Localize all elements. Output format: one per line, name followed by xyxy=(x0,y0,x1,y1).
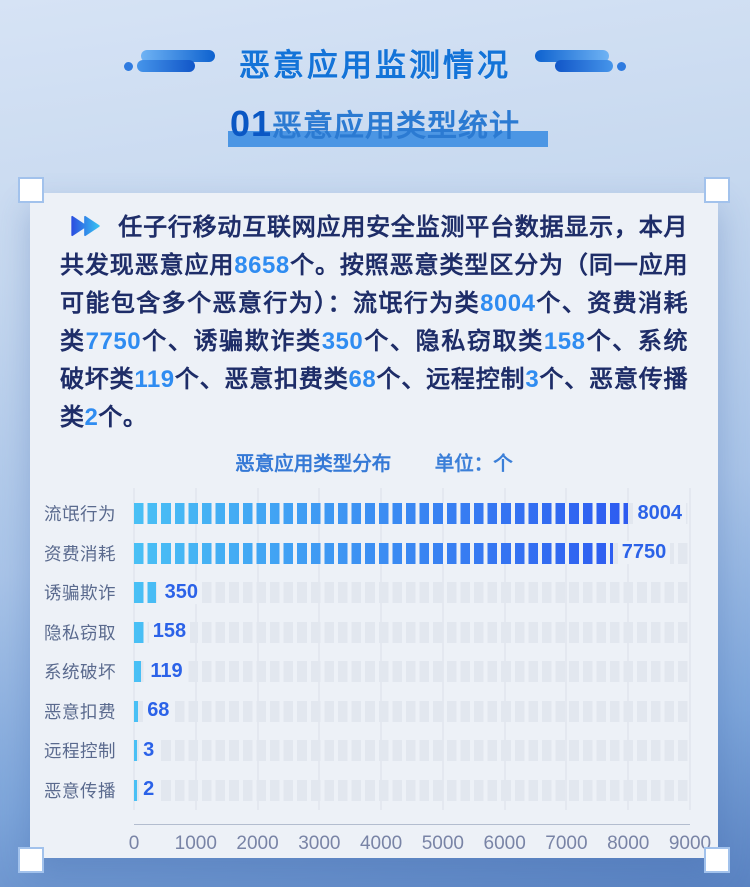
bar-fill xyxy=(134,779,137,801)
axis-tick-label: 0 xyxy=(128,833,140,854)
bar-value-label: 7750 xyxy=(617,541,671,565)
bar-fill xyxy=(134,700,139,722)
category-label: 诱骗欺诈 xyxy=(44,583,116,604)
corner-square xyxy=(18,847,44,873)
bar-value-label: 3 xyxy=(139,738,159,762)
bar-track: 3 xyxy=(134,738,690,762)
bar-row: 隐私窃取 158 xyxy=(30,613,690,653)
section-title: 恶意应用类型统计 xyxy=(272,110,521,143)
bar-row: 流氓行为 8004 xyxy=(30,494,690,534)
page-title: 恶意应用监测情况 xyxy=(239,48,511,83)
category-label: 远程控制 xyxy=(44,741,116,762)
bar-fill xyxy=(134,740,137,762)
axis-tick-label: 6000 xyxy=(483,833,526,854)
bar-value-label: 350 xyxy=(160,580,202,604)
chart-title: 恶意应用类型分布 xyxy=(235,453,392,475)
axis-tick-label: 4000 xyxy=(359,833,403,854)
bar-row: 资费消耗 7750 xyxy=(30,534,690,574)
bar-row: 恶意扣费 68 xyxy=(30,692,690,732)
corner-square xyxy=(704,177,730,203)
page-header: 恶意应用监测情况 xyxy=(0,0,750,85)
category-label: 恶意扣费 xyxy=(44,701,116,722)
category-label: 系统破坏 xyxy=(44,662,116,683)
corner-square xyxy=(18,177,44,203)
axis-tick-label: 9000 xyxy=(668,833,712,854)
gridline xyxy=(689,488,691,810)
cloud-dash-right-icon xyxy=(535,42,627,84)
gridline xyxy=(133,488,135,810)
bar-row: 诱骗欺诈 350 xyxy=(30,573,690,613)
gridline xyxy=(442,488,444,810)
highlight-bar xyxy=(227,131,549,147)
axis-tick-label: 1000 xyxy=(174,833,217,854)
bar-row: 系统破坏 119 xyxy=(30,652,690,692)
category-label: 恶意传播 xyxy=(44,780,116,801)
chart-unit-label: 单位：个 xyxy=(434,453,513,475)
bar-fill xyxy=(134,582,156,604)
axis-tick-label: 3000 xyxy=(298,833,341,854)
bar-value-label: 68 xyxy=(143,699,174,723)
bar-track: 119 xyxy=(134,659,690,683)
section-number: 01 xyxy=(229,103,273,144)
bar-fill xyxy=(134,503,629,525)
gridline xyxy=(318,488,320,810)
cloud-dash-left-icon xyxy=(123,42,215,84)
axis-ticks: 0 1000 2000 3000 4000 5000 6000 7000 8000 9000 xyxy=(129,824,711,861)
content-panel: 任子行移动互联网应用安全监测平台数据显示，本月共发现恶意应用8658个。按照恶意… xyxy=(30,193,718,858)
bar-row: 远程控制 3 xyxy=(30,731,690,771)
chart-header: 恶意应用类型分布 单位：个 xyxy=(30,447,718,476)
category-label: 隐私窃取 xyxy=(44,622,116,643)
axis-tick-label: 5000 xyxy=(421,833,465,854)
bar-track: 2 xyxy=(134,778,690,802)
bar-row: 恶意传播 2 xyxy=(30,771,690,811)
bar-fill xyxy=(134,621,144,643)
bar-value-label: 158 xyxy=(148,620,191,644)
axis-tick-label: 7000 xyxy=(545,833,588,854)
bar-value-label: 119 xyxy=(146,659,187,683)
bar-track: 8004 xyxy=(134,501,690,525)
bar-track: 350 xyxy=(134,580,690,604)
gridlines xyxy=(133,488,691,810)
category-label: 资费消耗 xyxy=(44,543,116,564)
gridline xyxy=(195,488,197,810)
axis-tick-label: 2000 xyxy=(236,833,279,854)
section-header: 01恶意应用类型统计 xyxy=(0,101,750,147)
fast-forward-icon xyxy=(70,211,102,237)
gridline xyxy=(504,488,506,810)
bar-fill xyxy=(134,542,613,564)
bar-value-label: 8004 xyxy=(633,501,686,525)
chart-plot: 流氓行为 8004 资费消耗 7750 诱骗欺诈 350 隐私窃取 158 系统破坏 119 恶意扣… xyxy=(30,488,718,861)
bar-fill xyxy=(134,661,142,683)
gridline xyxy=(257,488,259,810)
bar-track: 68 xyxy=(134,699,690,723)
corner-square xyxy=(704,847,730,873)
gridline xyxy=(627,488,629,810)
chart-rows: 流氓行为 8004 资费消耗 7750 诱骗欺诈 350 隐私窃取 158 系统破坏 119 恶意扣… xyxy=(30,494,690,810)
bar-value-label: 2 xyxy=(139,778,159,802)
gridline xyxy=(380,488,382,810)
bar-track: 158 xyxy=(134,620,690,644)
axis-tick-label: 8000 xyxy=(607,833,650,854)
category-label: 流氓行为 xyxy=(44,504,116,525)
bar-track: 7750 xyxy=(134,541,690,565)
intro-paragraph: 任子行移动互联网应用安全监测平台数据显示，本月共发现恶意应用8658个。按照恶意… xyxy=(30,193,718,437)
gridline xyxy=(565,488,567,810)
